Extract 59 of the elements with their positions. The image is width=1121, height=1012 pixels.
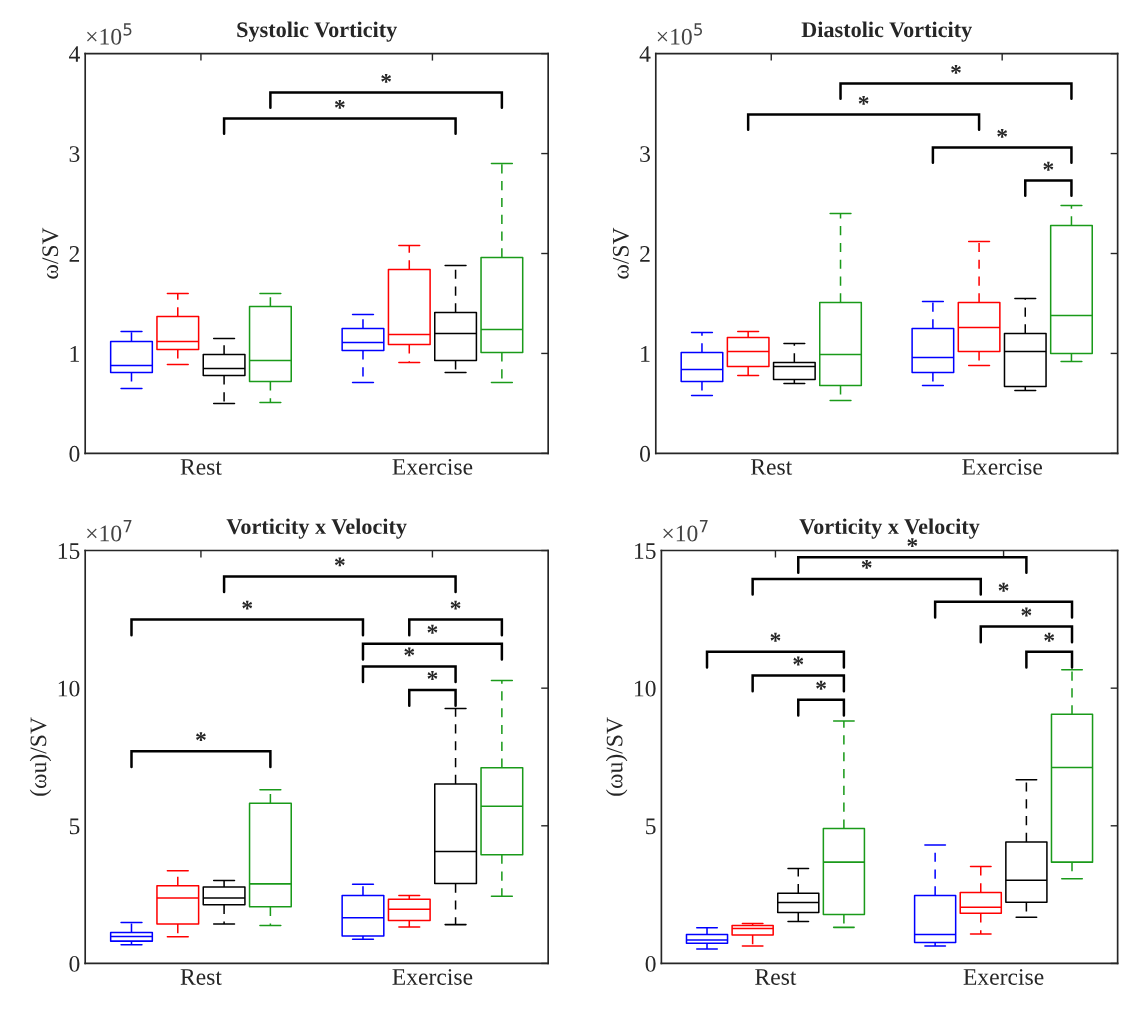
x-tick-label: Rest (180, 969, 222, 985)
x-tick-label: Exercise (392, 969, 473, 985)
annotation: * (450, 600, 461, 610)
chart-title: Diastolic Vorticity (801, 21, 972, 42)
y-tick-label: 0 (645, 955, 656, 972)
annotation: * (334, 99, 345, 109)
y-tick-label: 10 (634, 680, 656, 697)
annotation: * (998, 582, 1009, 592)
annotation: * (427, 624, 438, 634)
annotation: * (1044, 632, 1055, 642)
x-tick-label: Exercise (392, 458, 473, 475)
annotation: * (951, 64, 961, 74)
text: ×10$^{7}$ (87, 520, 132, 542)
x-tick-label: Exercise (962, 458, 1042, 475)
annotation: * (334, 557, 345, 567)
annotation: * (196, 732, 206, 742)
y-tick-label: 5 (646, 818, 656, 835)
y-tick-label: 10 (58, 680, 80, 697)
annotation: * (816, 680, 826, 690)
y-tick-label: 3 (69, 146, 80, 162)
y-tick-label: 0 (640, 445, 651, 462)
chart-title: Vorticity x Velocity (799, 518, 980, 539)
y-tick-label: 2 (69, 246, 80, 262)
annotation: * (242, 600, 253, 610)
y-axis-title: ω/SV (612, 227, 629, 279)
annotation: * (381, 73, 392, 83)
annotation: * (793, 656, 804, 666)
annotation: * (1021, 607, 1032, 617)
chart-title: Systolic Vorticity (237, 21, 398, 42)
annotation: * (427, 671, 438, 681)
chart-title: Vorticity x Velocity (226, 518, 407, 539)
y-tick-label: 15 (58, 543, 80, 559)
y-tick-label: 3 (640, 146, 650, 162)
annotation: * (1043, 161, 1054, 171)
y-tick-label: 2 (640, 246, 650, 262)
x-tick-label: Rest (180, 459, 222, 475)
y-tick-label: 1 (641, 346, 650, 362)
text: ×10$^{5}$ (87, 23, 132, 45)
annotation: * (858, 95, 869, 105)
annotation: * (404, 647, 415, 657)
y-tick-label: 4 (639, 46, 651, 62)
y-axis-title: (ωu)/SV (605, 717, 628, 796)
y-tick-label: 0 (69, 445, 80, 462)
annotation: * (770, 632, 781, 642)
text: ×10$^{5}$ (657, 23, 703, 45)
x-tick-label: Rest (750, 459, 793, 475)
text: ×10$^{7}$ (663, 520, 708, 542)
x-tick-label: Exercise (963, 969, 1044, 985)
y-tick-label: 15 (634, 543, 656, 559)
y-tick-label: 0 (69, 955, 80, 972)
annotation: * (861, 559, 872, 569)
y-tick-label: 4 (68, 46, 80, 62)
y-tick-label: 1 (70, 346, 79, 362)
x-tick-label: Rest (755, 969, 797, 985)
annotation: * (997, 128, 1008, 138)
y-tick-label: 5 (69, 818, 80, 835)
text: * (907, 538, 918, 548)
y-axis-title: ω/SV (42, 227, 59, 279)
y-axis-title: (ωu)/SV (29, 717, 52, 796)
